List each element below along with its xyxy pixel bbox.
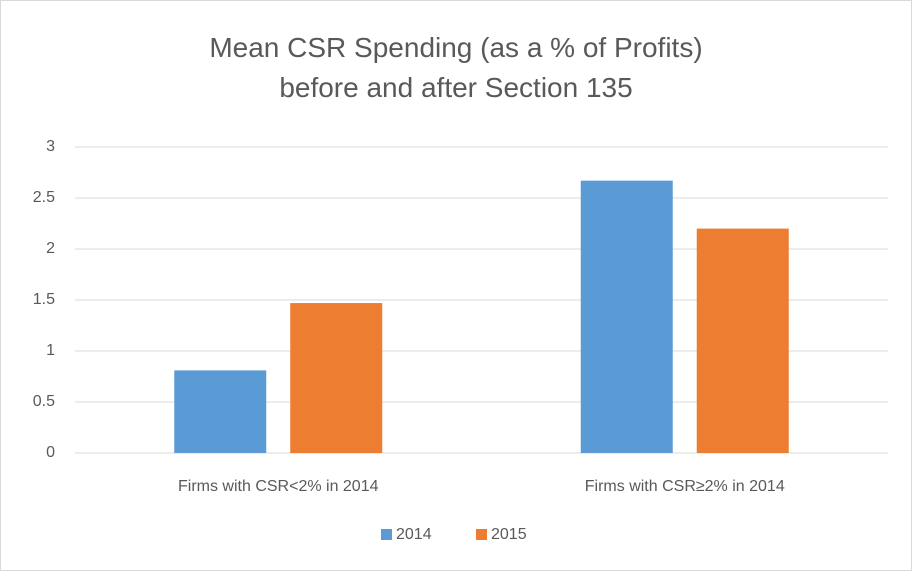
y-tick-label: 2.5	[33, 189, 55, 206]
y-tick-label: 2	[46, 240, 55, 257]
bar	[290, 303, 383, 453]
bar	[174, 370, 267, 453]
legend-swatch	[476, 529, 487, 540]
chart-title: Mean CSR Spending (as a % of Profits) be…	[209, 32, 703, 103]
y-tick-label: 3	[46, 138, 55, 155]
legend-label: 2015	[491, 526, 527, 543]
legend-swatch	[381, 529, 392, 540]
y-tick-label: 0	[46, 444, 55, 461]
legend-label: 2014	[396, 526, 432, 543]
x-tick-label: Firms with CSR≥2% in 2014	[585, 478, 785, 495]
x-tick-label: Firms with CSR<2% in 2014	[178, 478, 379, 495]
y-tick-label: 1	[46, 342, 55, 359]
y-tick-label: 0.5	[33, 393, 55, 410]
bar	[696, 228, 789, 453]
y-tick-label: 1.5	[33, 291, 55, 308]
bar	[580, 180, 673, 453]
